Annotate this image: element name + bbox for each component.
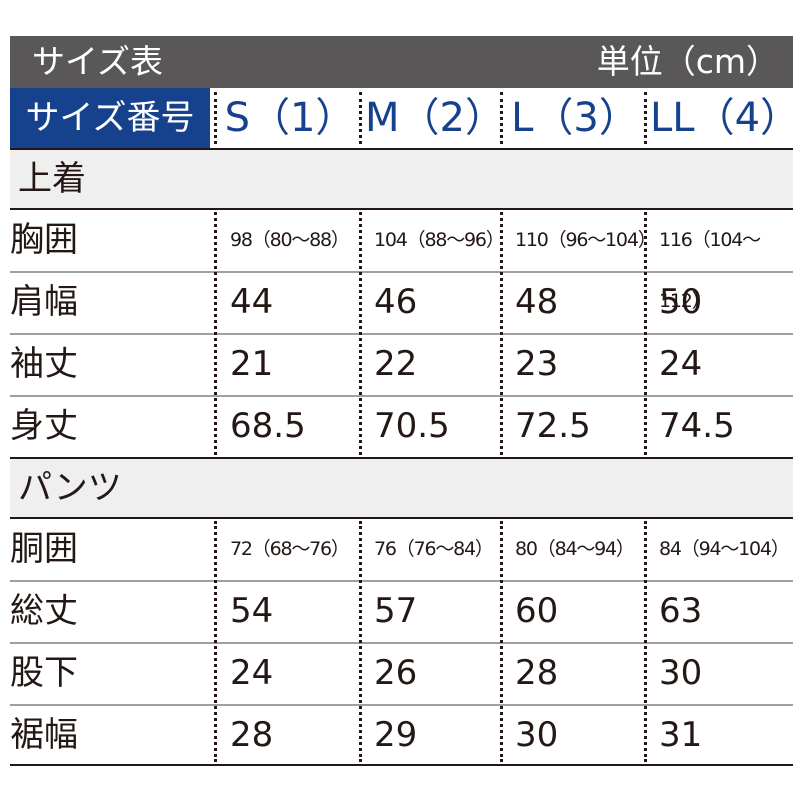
table-cell: 54 — [230, 591, 274, 631]
row-label: 肩幅 — [10, 282, 78, 322]
column-header-row: サイズ番号 S（1） M（2） L（3） LL（4） — [10, 88, 800, 148]
table-cell: 28 — [230, 715, 274, 755]
divider — [10, 208, 793, 210]
table-cell: 23 — [515, 344, 559, 384]
divider — [10, 517, 793, 519]
size-header-ll: LL（4） — [650, 95, 800, 141]
divider — [10, 333, 793, 335]
table-cell: 22 — [374, 344, 418, 384]
section-title: 上着 — [18, 159, 86, 199]
column-separator — [214, 212, 217, 455]
column-separator — [500, 521, 503, 762]
column-separator — [644, 212, 647, 455]
table-cell: 74.5 — [659, 406, 735, 446]
table-row: 股下 24 26 28 30 — [10, 643, 793, 704]
table-cell: 57 — [374, 591, 418, 631]
table-cell: 29 — [374, 715, 418, 755]
row-label: 裾幅 — [10, 715, 78, 755]
divider — [10, 580, 793, 582]
table-row: 身丈 68.5 70.5 72.5 74.5 — [10, 396, 793, 457]
table-cell: 24 — [230, 653, 274, 693]
row-label: 身丈 — [10, 406, 78, 446]
divider — [10, 642, 793, 644]
column-separator — [500, 92, 503, 144]
row-label: 総丈 — [10, 591, 78, 631]
table-cell: 68.5 — [230, 406, 306, 446]
table-cell: 26 — [374, 653, 418, 693]
unit-label: 単位（cm） — [596, 42, 779, 81]
section-header-jacket: 上着 — [10, 150, 793, 208]
section-title: パンツ — [18, 468, 122, 508]
row-label: 股下 — [10, 653, 78, 693]
table-row: 裾幅 28 29 30 31 — [10, 705, 793, 766]
table-cell: 72.5 — [515, 406, 591, 446]
divider — [10, 704, 793, 706]
table-row: 肩幅 44 46 48 50 — [10, 272, 793, 333]
table-row: 胸囲 98（80〜88） 104（88〜96） 110（96〜104） 116（… — [10, 210, 793, 312]
row-label: 袖丈 — [10, 344, 78, 384]
table-cell: 30 — [515, 715, 559, 755]
table-cell: 30 — [659, 653, 703, 693]
column-separator — [214, 92, 217, 144]
table-cell: 80（84〜94） — [515, 538, 635, 560]
column-separator — [359, 212, 362, 455]
column-separator — [500, 212, 503, 455]
table-cell: 104（88〜96） — [374, 229, 505, 251]
section-header-pants: パンツ — [10, 459, 793, 517]
table-cell: 24 — [659, 344, 703, 384]
size-header-m: M（2） — [365, 95, 505, 141]
table-cell: 48 — [515, 282, 559, 322]
row-label: 胴囲 — [10, 529, 78, 569]
size-header-l: L（3） — [511, 95, 639, 141]
table-cell: 110（96〜104） — [515, 229, 657, 251]
table-row: 袖丈 21 22 23 24 — [10, 334, 793, 395]
divider — [10, 148, 793, 150]
table-cell: 84（94〜104） — [659, 538, 790, 560]
table-cell: 60 — [515, 591, 559, 631]
table-cell: 50 — [659, 282, 703, 322]
column-separator — [359, 521, 362, 762]
divider — [10, 457, 793, 459]
table-row: 胴囲 72（68〜76） 76（76〜84） 80（84〜94） 84（94〜1… — [10, 519, 793, 580]
table-cell: 116（104〜112） — [659, 229, 761, 312]
table-cell: 46 — [374, 282, 418, 322]
table-cell: 72（68〜76） — [230, 538, 350, 560]
table-cell: 21 — [230, 344, 274, 384]
column-separator — [359, 92, 362, 144]
table-cell: 28 — [515, 653, 559, 693]
table-cell: 98（80〜88） — [230, 229, 350, 251]
table-cell: 44 — [230, 282, 274, 322]
size-number-label: サイズ番号 — [10, 88, 210, 148]
divider — [10, 764, 793, 766]
divider — [10, 271, 793, 273]
row-label: 胸囲 — [10, 220, 78, 260]
table-cell: 31 — [659, 715, 703, 755]
size-header-s: S（1） — [224, 95, 356, 141]
divider — [10, 395, 793, 397]
title-bar: サイズ表 単位（cm） — [10, 36, 793, 88]
column-separator — [214, 521, 217, 762]
table-cell: 76（76〜84） — [374, 538, 494, 560]
table-cell: 70.5 — [374, 406, 450, 446]
table-cell: 63 — [659, 591, 703, 631]
table-row: 総丈 54 57 60 63 — [10, 581, 793, 642]
column-separator — [644, 92, 647, 144]
table-title: サイズ表 — [32, 42, 164, 81]
column-separator — [644, 521, 647, 762]
